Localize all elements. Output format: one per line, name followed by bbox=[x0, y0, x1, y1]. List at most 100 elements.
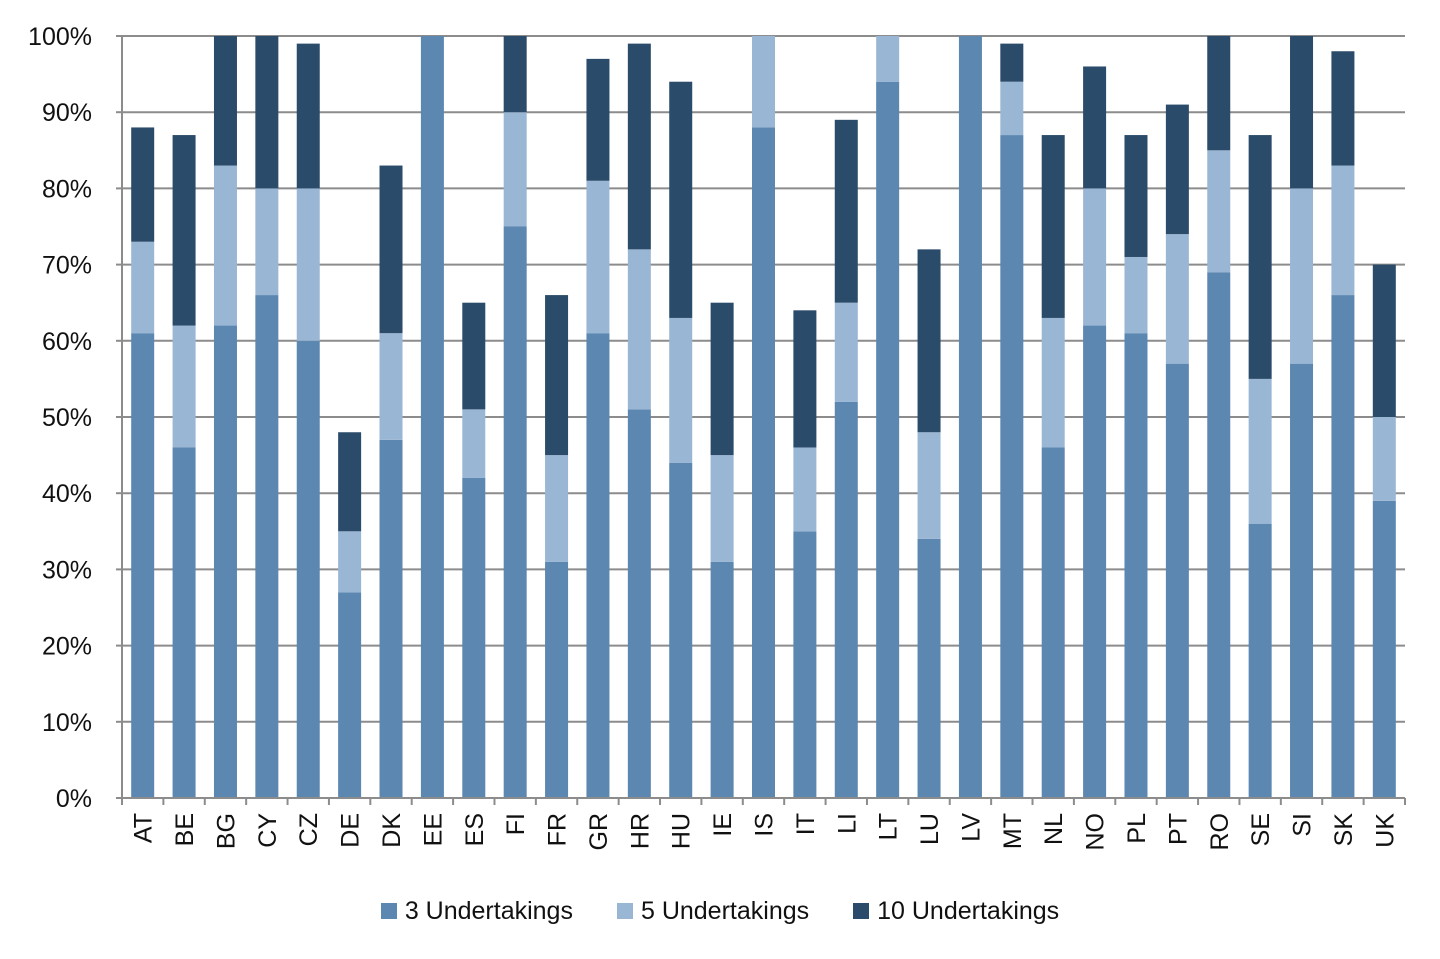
bar-segment-lu-series-2 bbox=[917, 432, 941, 539]
legend: 3 Undertakings 5 Undertakings 10 Underta… bbox=[0, 893, 1440, 929]
bar-segment-pt-series-2 bbox=[1165, 234, 1189, 364]
x-tick-label-hr: HR bbox=[626, 813, 654, 849]
x-tick-labels: AT BE BG CY CZ DE DK EE ES FI FR GR HR HU IE IS IT LI LT LU… bbox=[130, 813, 1400, 851]
bar-segment-fi-series-3 bbox=[503, 36, 527, 113]
y-tick-label: 60% bbox=[42, 328, 92, 356]
bar-segment-at-series-1 bbox=[131, 333, 155, 798]
bar-segment-it-series-3 bbox=[793, 310, 817, 448]
axes bbox=[121, 36, 1406, 805]
bar-segment-cz-series-3 bbox=[296, 43, 320, 189]
bar-segment-pt-series-3 bbox=[1165, 104, 1189, 235]
bar-segment-se-series-2 bbox=[1248, 378, 1272, 524]
bar-segment-de-series-2 bbox=[338, 531, 362, 593]
x-tick-label-be: BE bbox=[171, 813, 199, 846]
legend-swatch-5-undertakings bbox=[616, 903, 633, 919]
x-tick-label-is: IS bbox=[751, 813, 779, 837]
bar-segment-cy-series-2 bbox=[255, 188, 279, 296]
bar-segment-cy-series-3 bbox=[255, 36, 279, 189]
x-tick-label-hu: HU bbox=[668, 813, 696, 849]
bar-segment-no-series-1 bbox=[1083, 325, 1107, 798]
bar-segment-lt-series-1 bbox=[876, 81, 900, 799]
bar-segment-cz-series-2 bbox=[296, 188, 320, 341]
bar-segment-li-series-3 bbox=[834, 119, 858, 303]
bar-segment-hu-series-2 bbox=[669, 317, 693, 463]
x-tick-label-lt: LT bbox=[875, 813, 903, 840]
bar-segment-bg-series-3 bbox=[213, 36, 237, 166]
bar-segment-si-series-3 bbox=[1290, 36, 1314, 189]
legend-item-3-undertakings: 3 Undertakings bbox=[380, 896, 573, 926]
legend-item-5-undertakings: 5 Undertakings bbox=[616, 896, 810, 926]
bar-segment-ie-series-2 bbox=[710, 455, 734, 562]
bar-segment-lu-series-3 bbox=[917, 249, 941, 433]
y-tick-label: 70% bbox=[42, 252, 92, 280]
bar-segment-es-series-2 bbox=[462, 409, 486, 478]
bar-segment-cy-series-1 bbox=[255, 295, 279, 798]
y-tick-label: 90% bbox=[42, 99, 92, 127]
bar-segment-li-series-2 bbox=[834, 302, 858, 402]
y-tick-label: 50% bbox=[42, 404, 92, 432]
y-tick-label: 100% bbox=[28, 23, 92, 51]
x-tick-label-lv: LV bbox=[957, 813, 985, 842]
bar-segment-si-series-2 bbox=[1290, 188, 1314, 364]
x-tick-label-mt: MT bbox=[999, 813, 1027, 849]
bar-segment-mt-series-3 bbox=[1000, 43, 1024, 82]
x-tick-label-bg: BG bbox=[212, 813, 240, 849]
bar-segment-no-series-3 bbox=[1083, 66, 1107, 189]
legend-label-5-undertakings: 5 Undertakings bbox=[640, 896, 810, 925]
bar-segment-sk-series-3 bbox=[1331, 51, 1355, 166]
x-tick-label-it: IT bbox=[792, 813, 820, 835]
x-tick-label-fi: FI bbox=[502, 813, 530, 835]
bar-segment-at-series-3 bbox=[131, 127, 155, 242]
bar-segment-lu-series-1 bbox=[917, 538, 941, 798]
x-tick-label-ee: EE bbox=[419, 813, 447, 846]
x-tick-label-at: AT bbox=[130, 813, 158, 843]
bar-segment-bg-series-1 bbox=[213, 325, 237, 798]
bar-segment-lv-series-1 bbox=[958, 36, 982, 798]
bar-segment-uk-series-2 bbox=[1372, 417, 1396, 501]
stacked-bar-chart: 0% 10% 20% 30% 40% 50% 60% 70% 80% 90% 100% AT BE BG… bbox=[28, 23, 1406, 851]
bar-segment-fr-series-1 bbox=[545, 561, 569, 798]
y-tick-labels: 0% 10% 20% 30% 40% 50% 60% 70% 80% 90% 100% bbox=[28, 23, 122, 813]
legend-label-10-undertakings: 10 Undertakings bbox=[877, 896, 1060, 925]
x-tick-label-no: NO bbox=[1082, 813, 1110, 851]
bar-segment-li-series-1 bbox=[834, 401, 858, 798]
bar-segment-nl-series-2 bbox=[1041, 317, 1065, 448]
x-tick-label-dk: DK bbox=[378, 813, 406, 848]
bar-segment-is-series-1 bbox=[752, 127, 775, 798]
bar-segment-es-series-1 bbox=[462, 477, 486, 798]
bars bbox=[131, 36, 1396, 799]
legend-label-3-undertakings: 3 Undertakings bbox=[404, 896, 573, 925]
bar-segment-fi-series-1 bbox=[503, 226, 527, 798]
bar-segment-hu-series-1 bbox=[669, 462, 693, 798]
bar-segment-hu-series-3 bbox=[669, 81, 693, 318]
legend-item-10-undertakings: 10 Undertakings bbox=[853, 897, 1059, 926]
bar-segment-de-series-1 bbox=[338, 592, 362, 798]
bar-segment-fi-series-2 bbox=[503, 112, 527, 227]
bar-segment-no-series-2 bbox=[1083, 188, 1107, 326]
bar-segment-sk-series-1 bbox=[1331, 295, 1355, 798]
bar-segment-it-series-2 bbox=[793, 447, 817, 532]
bar-segment-pl-series-2 bbox=[1124, 256, 1148, 334]
y-tick-label: 0% bbox=[56, 785, 92, 813]
y-tick-label: 80% bbox=[42, 175, 92, 203]
bar-segment-mt-series-1 bbox=[1000, 135, 1024, 798]
bar-segment-ee-series-1 bbox=[420, 36, 444, 798]
bar-segment-si-series-1 bbox=[1290, 363, 1314, 798]
x-tick-label-cz: CZ bbox=[295, 813, 323, 846]
x-tick-label-ie: IE bbox=[709, 813, 737, 837]
x-tick-label-de: DE bbox=[337, 813, 365, 848]
bar-segment-sk-series-2 bbox=[1331, 165, 1355, 296]
x-tick-label-se: SE bbox=[1247, 813, 1275, 846]
bar-segment-ie-series-3 bbox=[710, 302, 734, 456]
x-tick-label-lu: LU bbox=[916, 813, 944, 845]
bar-segment-be-series-3 bbox=[172, 135, 196, 326]
legend-swatch-3-undertakings bbox=[380, 903, 397, 919]
y-tick-label: 10% bbox=[42, 709, 92, 737]
bar-segment-dk-series-3 bbox=[379, 165, 403, 334]
bar-segment-pl-series-1 bbox=[1124, 333, 1148, 798]
bar-segment-ro-series-3 bbox=[1207, 36, 1231, 151]
bar-segment-es-series-3 bbox=[462, 302, 486, 410]
bar-segment-se-series-1 bbox=[1248, 523, 1272, 798]
bar-segment-dk-series-1 bbox=[379, 439, 403, 798]
